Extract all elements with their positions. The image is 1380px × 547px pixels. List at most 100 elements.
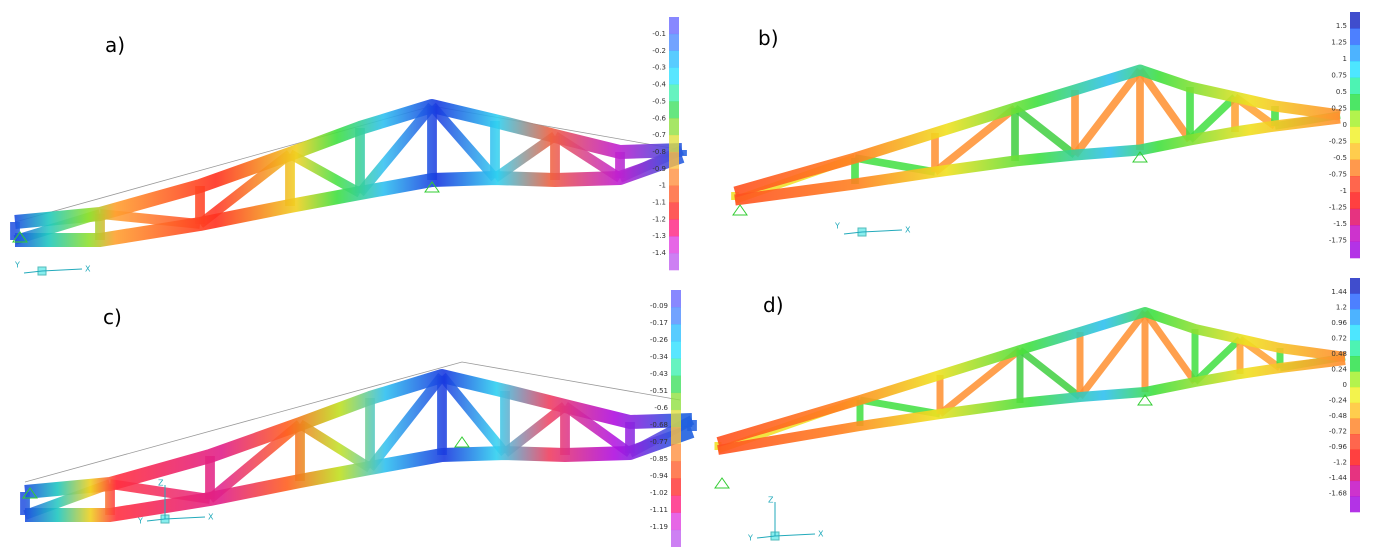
colorbar-tick-label: 0.96 <box>1331 319 1347 327</box>
axis-label: X <box>818 530 824 539</box>
colorbar-tick-label: -0.6 <box>654 404 668 412</box>
diagonal-member <box>290 154 360 193</box>
support <box>733 205 747 215</box>
colorbar-tick-label: -0.94 <box>650 472 669 480</box>
axis-x <box>775 534 815 536</box>
colorbar-segment <box>669 17 679 34</box>
axis-label: X <box>208 513 214 522</box>
colorbar-tick-label: 1.44 <box>1331 288 1347 296</box>
colorbar-tick-label: -0.77 <box>650 438 668 446</box>
colorbar-segment <box>1350 28 1360 45</box>
colorbar-segment <box>1350 496 1360 512</box>
colorbar-tick-label: 0.24 <box>1331 366 1347 374</box>
colorbar-tick-label: -1.2 <box>652 215 666 223</box>
colorbar-tick-label: -0.75 <box>1329 171 1347 179</box>
colorbar-tick-label: -0.1 <box>652 30 666 38</box>
colorbar-segment <box>669 236 679 253</box>
panel-label: a) <box>105 33 125 57</box>
colorbar-tick-label: -1.2 <box>1333 459 1347 467</box>
colorbar-tick-label: 1.5 <box>1336 22 1347 30</box>
colorbar-tick-label: -0.96 <box>1329 443 1348 451</box>
colorbar-tick-label: 0.72 <box>1331 335 1347 343</box>
colorbar-tick-label: -1.44 <box>1329 474 1348 482</box>
diagonal-member <box>1020 350 1080 397</box>
colorbar-tick-label: -0.85 <box>650 455 668 463</box>
colorbar-segment <box>669 34 679 51</box>
colorbar-tick-label: -0.17 <box>650 319 668 327</box>
colorbar-segment <box>1350 418 1360 434</box>
colorbar-segment <box>671 290 681 307</box>
colorbar-segment <box>669 219 679 236</box>
colorbar-segment <box>1350 94 1360 111</box>
colorbar-segment <box>1350 278 1360 294</box>
bottom-chord <box>15 156 682 240</box>
diagonal-member <box>300 424 370 468</box>
colorbar-segment <box>671 359 681 376</box>
colorbar-segment <box>1350 12 1360 29</box>
colorbar-segment <box>1350 242 1360 259</box>
colorbar-segment <box>671 427 681 444</box>
axis-label: X <box>905 226 911 235</box>
colorbar-segment <box>669 203 679 220</box>
colorbar-segment <box>671 478 681 495</box>
colorbar-tick-label: -1.25 <box>1329 204 1347 212</box>
colorbar-segment <box>671 376 681 393</box>
colorbar-tick-label: -1.11 <box>650 506 668 514</box>
colorbar-segment <box>671 496 681 513</box>
colorbar-segment <box>671 410 681 427</box>
colorbar-tick-label: -0.2 <box>652 47 666 55</box>
colorbar-segment <box>1350 387 1360 403</box>
axis-label: Z <box>768 496 774 505</box>
colorbar-segment <box>671 444 681 461</box>
colorbar-tick-label: -0.3 <box>652 64 666 72</box>
colorbar-segment <box>1350 209 1360 226</box>
colorbar-tick-label: -1.19 <box>650 523 668 531</box>
colorbar-segment <box>1350 309 1360 325</box>
colorbar-tick-label: -0.8 <box>652 148 666 156</box>
colorbar-segment <box>669 68 679 85</box>
axis-label: Z <box>158 479 164 488</box>
colorbar-segment <box>1350 110 1360 127</box>
colorbar-segment <box>669 101 679 118</box>
axis-label: Y <box>834 222 840 231</box>
panel-label: c) <box>103 305 122 329</box>
colorbar-segment <box>671 341 681 358</box>
colorbar-tick-label: 1.2 <box>1336 304 1347 312</box>
colorbar-segment <box>1350 465 1360 481</box>
top-chord <box>15 106 682 222</box>
panel-label: b) <box>758 26 779 50</box>
colorbar-segment <box>669 253 679 270</box>
colorbar-tick-label: -1.1 <box>652 199 666 207</box>
colorbar-tick-label: -0.25 <box>1329 138 1347 146</box>
colorbar-segment <box>669 135 679 152</box>
colorbar-tick-label: -0.7 <box>652 131 666 139</box>
colorbar-segment <box>1350 450 1360 466</box>
colorbar-tick-label: -0.6 <box>652 114 666 122</box>
colorbar-segment <box>1350 372 1360 388</box>
colorbar-segment <box>669 51 679 68</box>
colorbar-segment <box>1350 434 1360 450</box>
colorbar-tick-label: 0 <box>1343 381 1347 389</box>
colorbar-tick-label: -0.34 <box>650 353 669 361</box>
colorbar-tick-label: -1.68 <box>1329 490 1347 498</box>
colorbar-tick-label: 0.75 <box>1331 72 1347 80</box>
colorbar-tick-label: 1 <box>1343 55 1347 63</box>
colorbar-tick-label: -0.09 <box>650 302 668 310</box>
colorbar-segment <box>671 513 681 530</box>
diagonal-member <box>505 406 565 453</box>
colorbar-segment <box>669 84 679 101</box>
colorbar-tick-label: -0.24 <box>1329 397 1348 405</box>
colorbar-segment <box>1350 176 1360 193</box>
axis-x <box>862 230 902 232</box>
colorbar-segment <box>1350 325 1360 341</box>
axis-x <box>42 269 82 271</box>
colorbar-tick-label: -0.4 <box>652 81 666 89</box>
colorbar-segment <box>1350 192 1360 209</box>
figure: a)-0.1-0.2-0.3-0.4-0.5-0.6-0.7-0.8-0.9-1… <box>0 0 1380 547</box>
colorbar-segment <box>671 324 681 341</box>
colorbar-tick-label: -0.26 <box>650 336 669 344</box>
colorbar-tick-label: -1.5 <box>1333 220 1347 228</box>
axis-label: Y <box>137 517 143 526</box>
colorbar-tick-label: 0.25 <box>1331 105 1347 113</box>
axis-label: X <box>85 265 91 274</box>
